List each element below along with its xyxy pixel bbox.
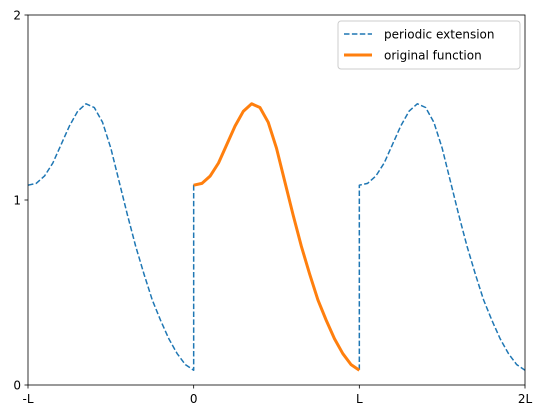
- x-tick-label: L: [356, 392, 363, 406]
- x-tick-label: 0: [190, 392, 198, 406]
- legend-frame: [337, 20, 521, 70]
- y-tick-label: 2: [13, 9, 21, 23]
- y-tick-label: 0: [13, 379, 21, 393]
- y-tick-label: 1: [13, 194, 21, 208]
- legend-label-periodic-extension: periodic extension: [384, 28, 494, 42]
- legend: periodic extension original function: [337, 20, 521, 70]
- plot-area-frame: [27, 14, 526, 386]
- series-line-1: [193, 102, 361, 372]
- legend-label-original-function: original function: [384, 49, 482, 63]
- series-layer: [27, 102, 526, 372]
- x-tick-label: 2L: [518, 392, 533, 406]
- x-tick-label: -L: [22, 392, 33, 406]
